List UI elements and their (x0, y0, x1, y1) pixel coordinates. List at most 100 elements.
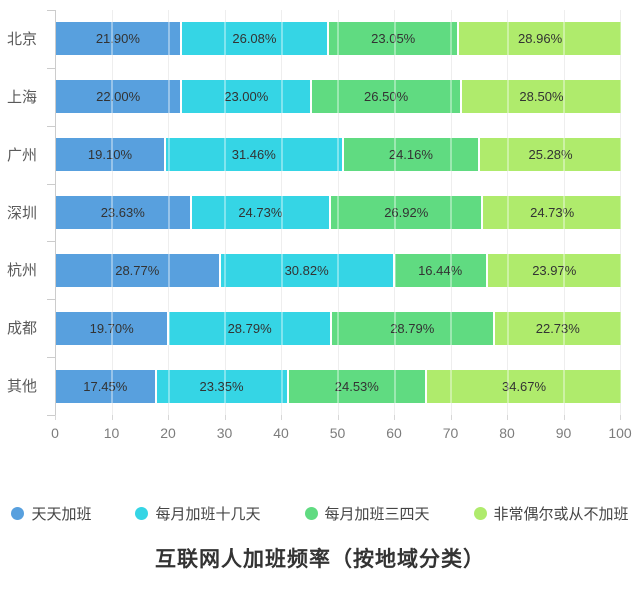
bar-value-label: 24.53% (334, 378, 379, 394)
bar-segment-广州-非常偶尔或从不加班[interactable]: 25.28% (478, 138, 621, 172)
x-axis-tick (563, 415, 565, 420)
bar-value-label: 26.92% (384, 205, 429, 220)
bar-segment-杭州-非常偶尔或从不加班[interactable]: 23.97% (485, 253, 621, 287)
bar-segment-杭州-天天加班[interactable]: 28.77% (56, 253, 219, 287)
y-axis-label-3: 广州 (6, 146, 37, 164)
bar-segment-广州-天天加班[interactable]: 19.10% (56, 138, 164, 172)
legend-label: 每月加班三四天 (324, 506, 430, 523)
bar-value-label: 25.28% (528, 147, 573, 163)
bar-segment-深圳-天天加班[interactable]: 23.63% (56, 196, 190, 229)
bar-value-label: 28.79% (390, 320, 435, 336)
x-axis-label-90: 90 (555, 425, 572, 441)
bar-segment-杭州-每月加班三四天[interactable]: 16.44% (392, 253, 486, 287)
y-axis-label-1: 北京 (6, 30, 37, 48)
bar-value-label: 23.97% (532, 262, 577, 278)
plot-area: 21.90% 26.08% 23.05% 28.96% 22.00% 23.00% 26.5… (55, 10, 622, 415)
y-axis-label-4: 深圳 (6, 204, 37, 222)
x-axis-tick (337, 415, 339, 420)
bar-segment-广州-每月加班十几天[interactable]: 31.46% (163, 138, 342, 172)
bar-segment-北京-每月加班三四天[interactable]: 23.05% (327, 22, 458, 56)
bar-segment-其他-非常偶尔或从不加班[interactable]: 34.67% (425, 369, 621, 403)
bar-segment-成都-每月加班十几天[interactable]: 28.79% (167, 311, 330, 345)
legend-item-天天加班[interactable]: 天天加班 (11, 503, 91, 524)
chart-title: 互联网人加班频率（按地域分类） (155, 548, 485, 571)
bar-value-label: 26.50% (364, 89, 409, 105)
bar-segment-广州-每月加班三四天[interactable]: 24.16% (341, 138, 479, 172)
legend-dot-icon (304, 507, 318, 520)
legend-item-非常偶尔或从不加班[interactable]: 非常偶尔或从不加班 (473, 503, 629, 524)
bar-segment-其他-每月加班三四天[interactable]: 24.53% (286, 369, 426, 403)
bar-segment-北京-每月加班十几天[interactable]: 26.08% (179, 22, 328, 56)
bar-value-label: 34.67% (501, 378, 547, 394)
bar-value-label: 21.90% (95, 31, 140, 47)
x-axis-label-70: 70 (442, 425, 459, 441)
bar-value-label: 22.00% (96, 89, 141, 105)
bar-row-2: 22.00% 23.00% 26.50% 28.50% (56, 80, 621, 114)
bar-segment-其他-天天加班[interactable]: 17.45% (56, 369, 155, 403)
legend-item-每月加班十几天[interactable]: 每月加班十几天 (135, 503, 261, 524)
legend-label: 天天加班 (31, 506, 92, 523)
y-axis-label-2: 上海 (6, 88, 37, 106)
bar-value-label: 26.08% (232, 31, 277, 47)
legend-label: 每月加班十几天 (155, 506, 261, 523)
bar-value-label: 17.45% (83, 378, 128, 394)
bar-value-label: 28.50% (519, 89, 564, 105)
bar-row-1: 21.90% 26.08% 23.05% 28.96% (56, 22, 621, 56)
bar-value-label: 28.96% (518, 31, 563, 47)
y-axis-tick (47, 415, 55, 416)
x-axis-tick (111, 415, 113, 420)
legend-dot-icon (135, 507, 149, 520)
bar-segment-上海-天天加班[interactable]: 22.00% (56, 80, 181, 114)
bar-segment-成都-非常偶尔或从不加班[interactable]: 22.73% (492, 311, 621, 345)
bar-value-label: 24.73% (530, 205, 575, 220)
bar-row-7: 17.45% 23.35% 24.53% 34.67% (56, 369, 621, 403)
y-axis-line (55, 10, 56, 415)
x-axis-label-80: 80 (499, 425, 515, 441)
bar-segment-上海-每月加班十几天[interactable]: 23.00% (180, 80, 311, 114)
legend-dot-icon (11, 507, 25, 520)
y-axis-tick (47, 299, 55, 301)
bar-value-label: 30.82% (284, 262, 329, 278)
bar-segment-成都-天天加班[interactable]: 19.70% (56, 311, 168, 345)
bar-segment-深圳-每月加班三四天[interactable]: 26.92% (329, 196, 482, 229)
bar-value-label: 16.44% (418, 262, 463, 278)
x-axis-tick (394, 415, 395, 420)
bar-segment-深圳-每月加班十几天[interactable]: 24.73% (189, 196, 330, 229)
legend-label: 非常偶尔或从不加班 (493, 506, 629, 523)
y-axis-tick (47, 67, 55, 69)
bar-value-label: 22.73% (535, 320, 580, 336)
y-axis-tick (47, 183, 55, 185)
bar-value-label: 24.16% (388, 147, 433, 163)
bar-segment-深圳-非常偶尔或从不加班[interactable]: 24.73% (481, 196, 622, 229)
bar-segment-上海-非常偶尔或从不加班[interactable]: 28.50% (459, 80, 621, 114)
bar-value-label: 23.00% (224, 89, 269, 105)
bar-value-label: 31.46% (231, 147, 276, 163)
x-axis-label-30: 30 (216, 425, 233, 441)
x-axis-tick (224, 415, 226, 420)
y-axis-label-5: 杭州 (6, 262, 37, 280)
x-axis-tick (55, 415, 56, 420)
y-axis-tick (47, 357, 55, 359)
y-axis-tick (47, 241, 55, 243)
bar-row-5: 28.77% 30.82% 16.44% 23.97% (56, 253, 621, 287)
bar-segment-上海-每月加班三四天[interactable]: 26.50% (310, 80, 460, 114)
x-axis-tick (620, 415, 621, 420)
bar-value-label: 23.63% (100, 205, 145, 220)
bar-value-label: 28.79% (227, 320, 272, 336)
x-axis-label-50: 50 (329, 425, 346, 441)
x-axis-tick (507, 415, 508, 420)
bar-value-label: 24.73% (238, 205, 283, 220)
bar-value-label: 23.05% (371, 31, 416, 47)
bar-segment-其他-每月加班十几天[interactable]: 23.35% (154, 369, 287, 403)
bar-row-4: 23.63% 24.73% 26.92% 24.73% (56, 196, 622, 229)
x-axis-tick (168, 415, 169, 420)
bar-segment-北京-天天加班[interactable]: 21.90% (56, 22, 180, 56)
y-axis-label-7: 其他 (6, 378, 37, 396)
legend-item-每月加班三四天[interactable]: 每月加班三四天 (304, 503, 430, 524)
bar-segment-北京-非常偶尔或从不加班[interactable]: 28.96% (457, 22, 621, 56)
y-axis-tick (47, 125, 55, 127)
bar-row-3: 19.10% 31.46% 24.16% 25.28% (56, 138, 621, 172)
bar-segment-杭州-每月加班十几天[interactable]: 30.82% (218, 253, 393, 287)
bar-segment-成都-每月加班三四天[interactable]: 28.79% (329, 311, 493, 345)
